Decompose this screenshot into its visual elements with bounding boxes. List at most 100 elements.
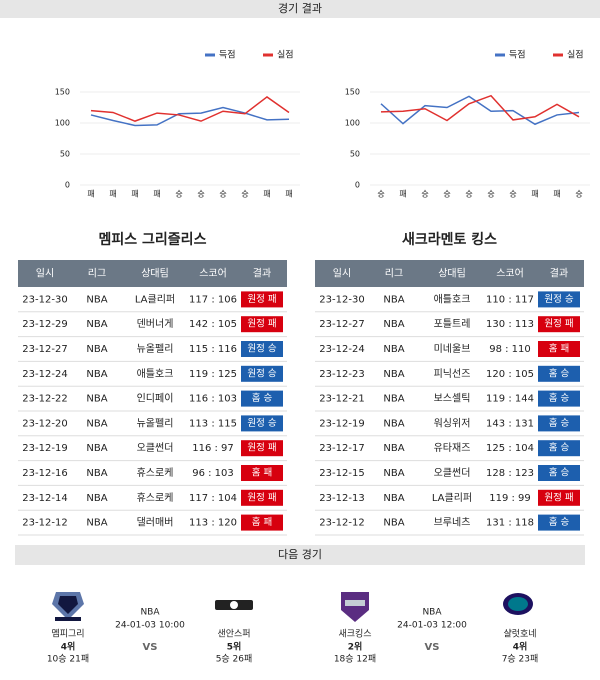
table-cell: NBA xyxy=(86,493,107,504)
table-cell: 애틀호크 xyxy=(434,293,471,305)
table-cell: 오클썬더 xyxy=(137,442,174,454)
x-tick-label: 패 xyxy=(153,189,160,199)
table-cell: 116 : 97 xyxy=(192,443,234,454)
table-cell: 23-12-16 xyxy=(22,468,67,479)
x-tick-label: 패 xyxy=(285,189,292,199)
result-badge xyxy=(241,415,283,432)
table-cell: 115 : 116 xyxy=(189,344,237,355)
vs-label: VS xyxy=(143,642,158,653)
table-cell: NBA xyxy=(86,344,107,355)
team-rank: 2위 xyxy=(348,641,363,653)
x-tick-label: 승 xyxy=(575,190,582,199)
result-badge xyxy=(241,514,283,531)
result-badge xyxy=(241,390,283,407)
table-cell: NBA xyxy=(86,518,107,529)
table-cell: 피닉선즈 xyxy=(434,368,471,380)
table-cell: 보스셀틱 xyxy=(434,393,471,405)
table-cell: 23-12-19 xyxy=(22,443,67,454)
x-tick-label: 승 xyxy=(465,190,472,199)
table-cell: NBA xyxy=(86,319,107,330)
y-tick-label: 50 xyxy=(350,150,360,159)
team-heading: 새크라멘토 킹스 xyxy=(402,231,497,248)
result-badge xyxy=(241,341,283,357)
table-cell: NBA xyxy=(383,418,404,429)
series-line xyxy=(90,106,290,127)
table-cell: LA클리퍼 xyxy=(432,492,472,504)
vs-label: VS xyxy=(425,642,440,653)
table-cell: 23-12-19 xyxy=(319,418,364,429)
result-badge xyxy=(538,465,580,481)
table-cell: 116 : 103 xyxy=(189,394,237,405)
x-tick-label: 승 xyxy=(377,190,384,199)
logo-spurs xyxy=(215,600,253,610)
team-rank: 4위 xyxy=(61,641,76,653)
table-cell: 23-12-24 xyxy=(22,369,67,380)
match-datetime: 24-01-03 12:00 xyxy=(397,621,467,631)
x-tick-label: 승 xyxy=(241,190,248,199)
y-tick-label: 100 xyxy=(55,119,70,128)
table-header xyxy=(315,260,584,287)
table-cell: 23-12-27 xyxy=(22,344,67,355)
table-cell: 117 : 106 xyxy=(189,294,237,305)
result-badge xyxy=(241,316,283,333)
x-tick-label: 패 xyxy=(109,189,116,199)
table-cell: NBA xyxy=(86,443,107,454)
table-cell: NBA xyxy=(383,468,404,479)
y-tick-label: 100 xyxy=(345,119,360,128)
table-cell: 117 : 104 xyxy=(189,493,237,504)
next-bar xyxy=(15,545,585,565)
table-cell: 23-12-29 xyxy=(22,319,67,330)
result-label: 홈 승 xyxy=(252,392,273,404)
table-cell: NBA xyxy=(86,394,107,405)
next-title: 다음 경기 xyxy=(278,548,322,561)
result-label: 원정 승 xyxy=(247,418,276,429)
table-cell: 142 : 105 xyxy=(189,319,237,330)
result-badge xyxy=(538,489,580,506)
team-name: 샬럿호네 xyxy=(503,628,536,640)
result-label: 원정 패 xyxy=(544,319,573,330)
result-label: 홈 승 xyxy=(549,392,570,404)
table-cell: 143 : 131 xyxy=(486,418,534,429)
column-header: 스코어 xyxy=(199,268,227,280)
logo-grizzlies xyxy=(52,592,84,621)
team-record: 5승 26패 xyxy=(216,654,253,665)
result-badge xyxy=(241,440,283,457)
table-cell: LA클리퍼 xyxy=(135,293,175,305)
table-cell: 23-12-17 xyxy=(319,443,364,454)
table-cell: 워싱위저 xyxy=(434,416,471,429)
result-label: 홈 패 xyxy=(252,516,273,528)
x-tick-label: 승 xyxy=(175,190,182,199)
x-tick-label: 승 xyxy=(219,190,226,199)
x-tick-label: 승 xyxy=(509,190,516,199)
result-label: 원정 패 xyxy=(247,294,276,305)
result-label: 홈 패 xyxy=(549,343,570,355)
table-cell: 오클썬더 xyxy=(434,467,471,479)
result-badge xyxy=(241,291,283,308)
table-cell: NBA xyxy=(383,443,404,454)
result-badge xyxy=(538,291,580,308)
legend-label: 득점 xyxy=(219,49,236,61)
table-cell: 덴버너게 xyxy=(137,318,174,330)
result-label: 홈 승 xyxy=(549,442,570,454)
table-cell: 119 : 144 xyxy=(486,394,534,405)
result-badge xyxy=(538,390,580,407)
table-cell: 뉴올펠리 xyxy=(137,417,174,429)
series-line xyxy=(380,95,580,126)
table-cell: 23-12-14 xyxy=(22,493,67,504)
x-tick-label: 패 xyxy=(531,189,538,199)
legend-label: 실점 xyxy=(277,49,294,61)
x-tick-label: 승 xyxy=(197,190,204,199)
result-badge xyxy=(241,489,283,506)
y-tick-label: 150 xyxy=(55,88,70,97)
result-label: 원정 패 xyxy=(544,492,573,503)
y-tick-label: 0 xyxy=(355,181,360,190)
result-label: 원정 패 xyxy=(247,492,276,503)
table-cell: 128 : 123 xyxy=(486,468,534,479)
table-cell: 댈러매버 xyxy=(137,517,174,529)
table-cell: NBA xyxy=(383,294,404,305)
column-header: 결과 xyxy=(550,268,568,280)
table-cell: NBA xyxy=(86,369,107,380)
table-cell: 131 : 118 xyxy=(486,518,534,529)
team-rank: 4위 xyxy=(513,641,528,653)
